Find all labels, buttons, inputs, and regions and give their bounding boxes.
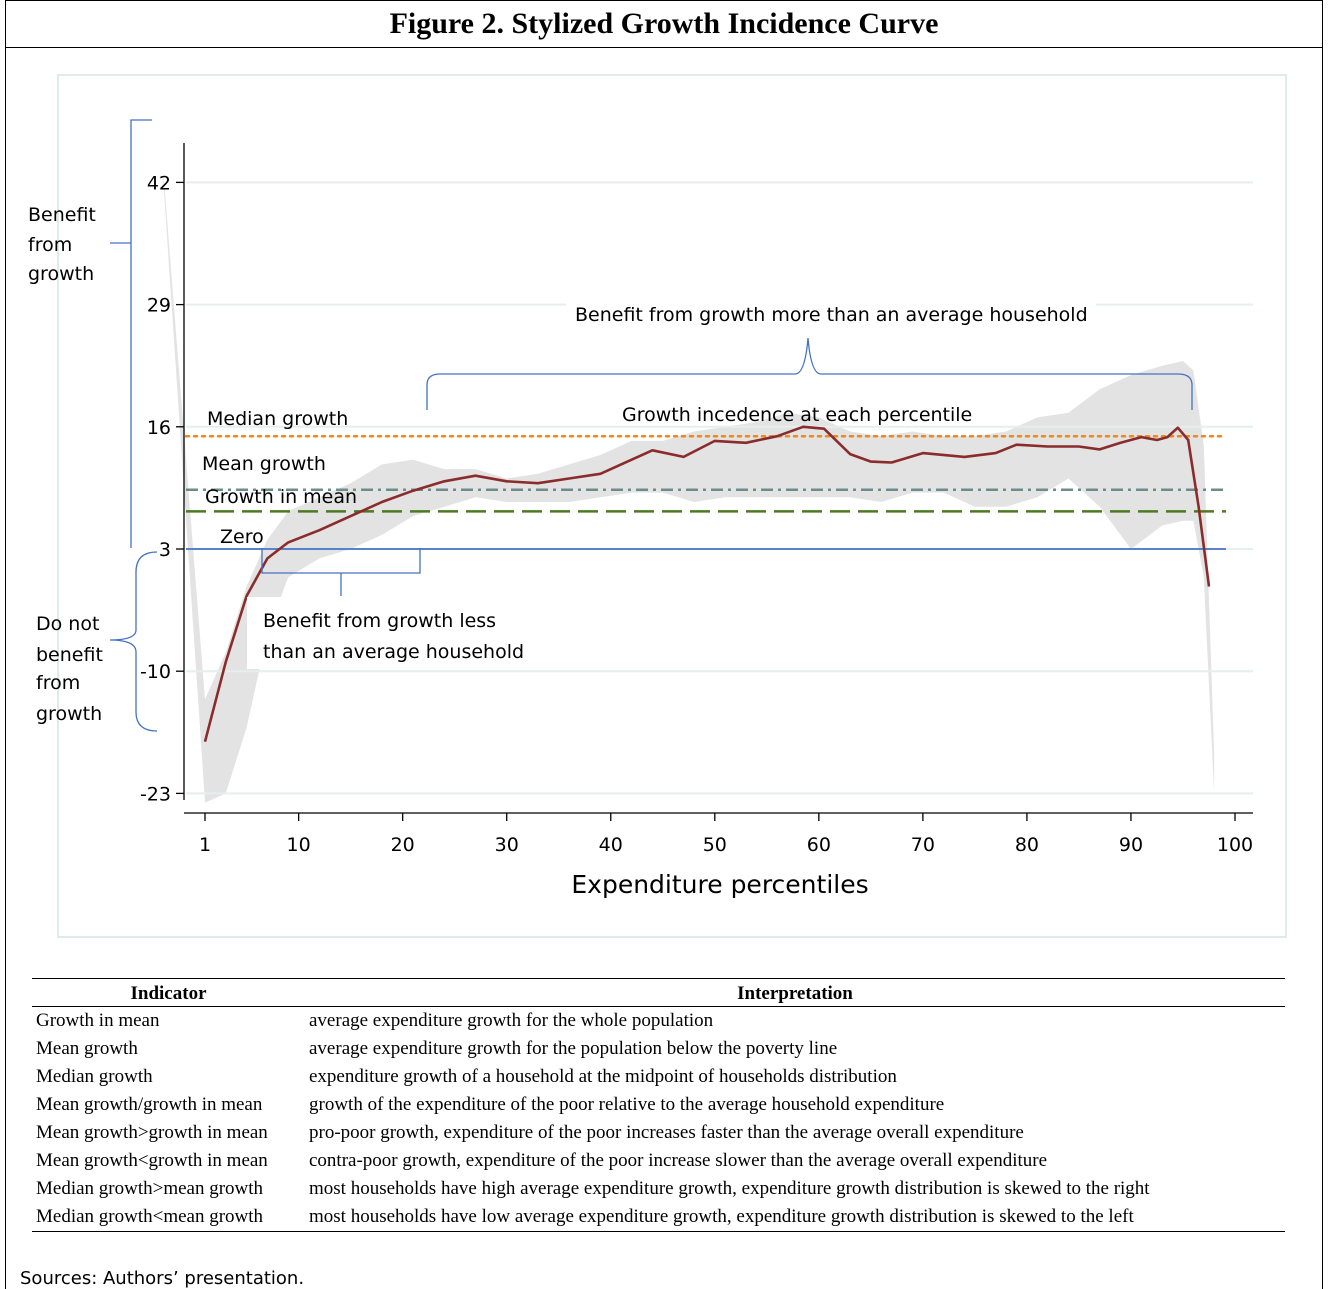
- x-tick-label-70: 70: [911, 834, 935, 856]
- figure-title: Figure 2. Stylized Growth Incidence Curv…: [5, 0, 1323, 48]
- indicator-cell: Mean growth>growth in mean: [36, 1122, 268, 1143]
- growth-in-mean-label: Growth in mean: [205, 486, 357, 508]
- annotations-group: Benefit from growth Do not benefit from …: [28, 119, 1193, 899]
- interpretation-cell: contra-poor growth, expenditure of the p…: [309, 1150, 1048, 1171]
- less-than-average-label-line-1: Benefit from growth less: [263, 610, 496, 632]
- x-tick-label-30: 30: [495, 834, 519, 856]
- x-tick-label-90: 90: [1119, 834, 1143, 856]
- y-tick-label--10: -10: [140, 661, 171, 683]
- x-axis-title: Expenditure percentiles: [571, 870, 868, 899]
- benefit-bracket: [110, 119, 152, 548]
- no-benefit-label-line-2: benefit: [36, 644, 103, 666]
- mean-growth-label: Mean growth: [202, 453, 326, 475]
- y-tick-label--23: -23: [140, 783, 171, 805]
- less-than-average-label-line-2: than an average household: [263, 641, 524, 663]
- table-row: Mean growth<growth in mean contra-poor gr…: [32, 1147, 1285, 1175]
- no-benefit-bracket: [109, 551, 158, 732]
- x-tick-label-1: 1: [199, 834, 211, 856]
- table-row: Mean growth>growth in mean pro-poor growt…: [32, 1119, 1285, 1147]
- zero-label: Zero: [220, 526, 264, 548]
- x-tick-label-80: 80: [1015, 834, 1039, 856]
- indicator-cell: Mean growth/growth in mean: [36, 1094, 263, 1115]
- table-row: Median growth>mean growth most households…: [32, 1175, 1285, 1203]
- confidence-band-group: [163, 173, 1215, 803]
- less-than-average-bracket: [261, 548, 421, 596]
- table-row: Mean growth average expenditure growth fo…: [32, 1035, 1285, 1063]
- x-tick-label-10: 10: [287, 834, 311, 856]
- confidence-band: [163, 173, 1215, 803]
- y-tick-label-3: 3: [159, 539, 171, 561]
- interpretation-cell: average expenditure growth for the popul…: [309, 1038, 838, 1059]
- table-row: Mean growth/growth in mean growth of the …: [32, 1091, 1285, 1119]
- table-header-interpretation: Interpretation: [737, 983, 853, 1004]
- indicator-table: Indicator Interpretation Growth in mean a…: [32, 978, 1285, 1232]
- growth-incidence-chart: -23 -10 3 16 29 42 1 10 20 30 40 50 60 70 80 90 100 Bene…: [28, 74, 1287, 938]
- interpretation-cell: average expenditure growth for the whole…: [309, 1010, 714, 1031]
- no-benefit-label-line-3: from: [36, 672, 80, 694]
- no-benefit-label-line-4: growth: [36, 703, 102, 725]
- more-than-average-bracket: [426, 337, 1193, 410]
- indicator-cell: Median growth<mean growth: [36, 1206, 264, 1227]
- benefit-label-line-1: Benefit: [28, 204, 96, 226]
- interpretation-cell: expenditure growth of a household at the…: [309, 1066, 897, 1087]
- series-line-0: [203, 425, 1211, 743]
- table-row: Median growth<mean growth most households…: [32, 1203, 1285, 1232]
- interpretation-cell: growth of the expenditure of the poor re…: [309, 1094, 945, 1115]
- no-benefit-label-line-1: Do not: [36, 613, 99, 635]
- indicator-cell: Mean growth: [36, 1038, 138, 1059]
- median-growth-label: Median growth: [207, 408, 348, 430]
- series-group: [203, 425, 1211, 743]
- x-tick-label-40: 40: [599, 834, 623, 856]
- table-header-indicator: Indicator: [130, 983, 207, 1004]
- x-tick-label-50: 50: [703, 834, 727, 856]
- x-tick-label-100: 100: [1217, 834, 1253, 856]
- curve-label: Growth incedence at each percentile: [622, 404, 972, 426]
- table-row: Growth in mean average expenditure growth…: [32, 1007, 1285, 1036]
- less-label-background: [247, 597, 547, 669]
- more-label-background: [566, 296, 1096, 330]
- interpretation-cell: most households have low average expendi…: [309, 1206, 1134, 1227]
- figure-frame: [5, 0, 1323, 1289]
- indicator-cell: Mean growth<growth in mean: [36, 1150, 268, 1171]
- source-note: Sources: Authors’ presentation.: [20, 1268, 305, 1289]
- y-tick-label-16: 16: [147, 417, 171, 439]
- indicator-cell: Median growth: [36, 1066, 153, 1087]
- axes-group: -23 -10 3 16 29 42 1 10 20 30 40 50 60 70 80 90 100: [140, 143, 1253, 856]
- indicator-cell: Growth in mean: [36, 1010, 160, 1031]
- table-header-row: Indicator Interpretation: [32, 978, 1285, 1007]
- benefit-label-line-2: from: [28, 234, 72, 256]
- indicator-cell: Median growth>mean growth: [36, 1178, 264, 1199]
- plot-background-border: [57, 74, 1287, 938]
- y-tick-label-29: 29: [147, 295, 171, 317]
- table-row: Median growth expenditure growth of a hou…: [32, 1063, 1285, 1091]
- interpretation-cell: most households have high average expend…: [309, 1178, 1150, 1199]
- more-than-average-label: Benefit from growth more than an average…: [575, 304, 1088, 326]
- interpretation-cell: pro-poor growth, expenditure of the poor…: [309, 1122, 1024, 1143]
- benefit-label-line-3: growth: [28, 263, 94, 285]
- x-tick-label-60: 60: [807, 834, 831, 856]
- y-tick-label-42: 42: [147, 172, 171, 194]
- x-tick-label-20: 20: [391, 834, 415, 856]
